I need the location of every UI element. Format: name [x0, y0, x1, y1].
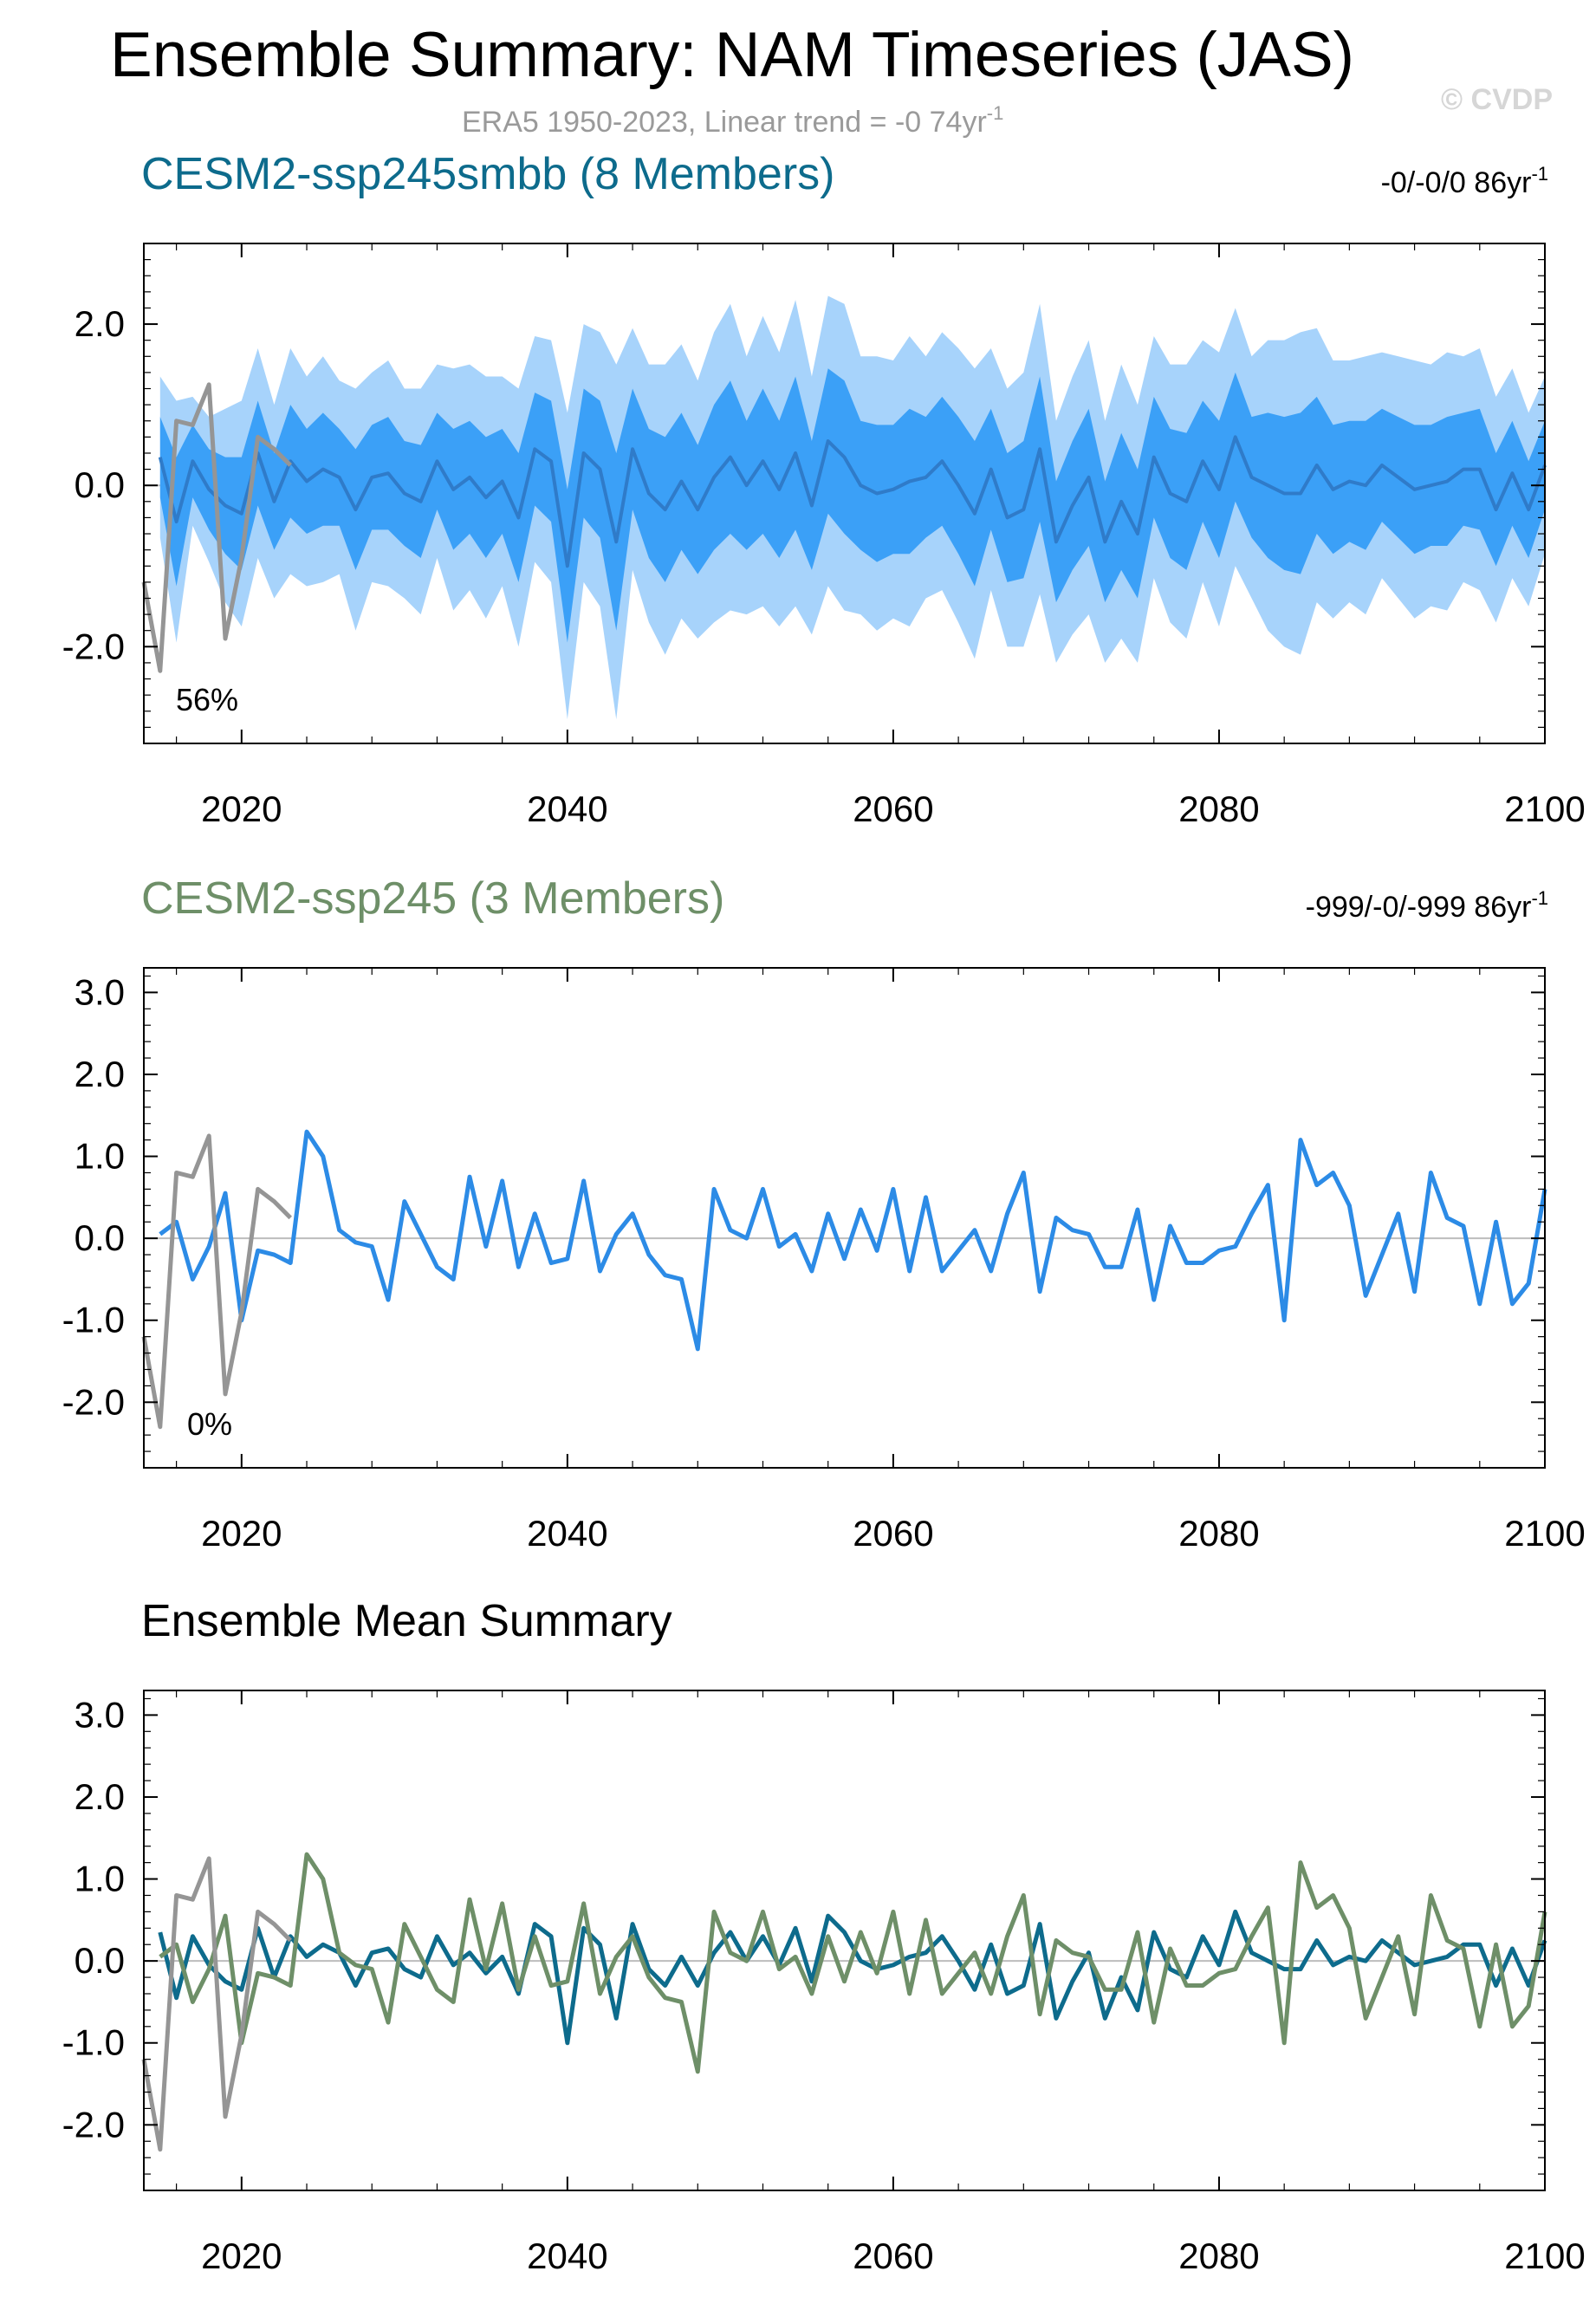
panel-3-x-axis: 2020 2040 2060 2080 2100	[176, 1690, 1586, 2276]
y-tick-label: -2.0	[62, 626, 125, 666]
subtitle-superscript: -1	[987, 102, 1004, 124]
x-tick-label: 2060	[853, 788, 933, 829]
panel-2-trend: -999/-0/-999 86yr-1	[1306, 887, 1548, 924]
panel-2-x-axis: 2020 2040 2060 2080 2100	[176, 968, 1586, 1554]
x-tick-label: 2020	[201, 2235, 282, 2276]
panel-1-trend-text: -0/-0/0 86yr	[1381, 166, 1532, 199]
x-tick-label: 2100	[1504, 2235, 1585, 2276]
y-tick-label: 3.0	[75, 971, 125, 1012]
observed-line	[141, 1133, 292, 1430]
panel-3-plot-area	[141, 1852, 1547, 2152]
panel-3-y-axis: 3.0 2.0 1.0 0.0 -1.0 -2.0	[62, 1694, 1545, 2175]
series-line-cesm2-ssp245smbb	[158, 1909, 1547, 2046]
x-tick-label: 2040	[527, 1513, 607, 1554]
y-tick-label: 2.0	[75, 1054, 125, 1094]
figure-title: Ensemble Summary: NAM Timeseries (JAS)	[110, 20, 1354, 90]
y-tick-label: 0.0	[75, 464, 125, 505]
series-line-cesm2-ssp245	[159, 1852, 1547, 2074]
panel-1-trend: -0/-0/0 86yr-1	[1381, 163, 1548, 199]
y-tick-label: -1.0	[62, 1300, 125, 1340]
x-tick-label: 2080	[1178, 2235, 1259, 2276]
ensemble-member-line	[159, 1129, 1547, 1352]
x-tick-label: 2080	[1178, 788, 1259, 829]
watermark: © CVDP	[1441, 83, 1553, 116]
x-tick-label: 2100	[1504, 788, 1585, 829]
figure-subtitle: ERA5 1950-2023, Linear trend = -0 74yr-1	[462, 102, 1003, 139]
y-tick-label: 0.0	[75, 1217, 125, 1258]
y-tick-label: 0.0	[75, 1940, 125, 1981]
y-tick-label: -2.0	[62, 2104, 125, 2145]
x-tick-label: 2060	[853, 1513, 933, 1554]
x-tick-label: 2100	[1504, 1513, 1585, 1554]
ensemble-iqr-band	[159, 368, 1545, 643]
x-tick-label: 2020	[201, 1513, 282, 1554]
panel-3: Ensemble Mean Summary 3.0 2.0 1.0 0.0 -1.0 -2…	[62, 1596, 1586, 2276]
panel-1-percent: 56%	[176, 682, 238, 717]
ensemble-mean-line	[158, 435, 1547, 568]
panel-2-trend-text: -999/-0/-999 86yr	[1306, 891, 1532, 924]
y-tick-label: 3.0	[75, 1694, 125, 1735]
panel-2-title: CESM2-ssp245 (3 Members)	[141, 873, 724, 924]
panel-3-title: Ensemble Mean Summary	[141, 1596, 672, 1646]
series-line-era5	[141, 1856, 292, 2152]
panel-3-frame	[143, 1690, 1546, 2191]
x-tick-label: 2020	[201, 788, 282, 829]
y-tick-label: 1.0	[75, 1136, 125, 1177]
panel-1-title: CESM2-ssp245smbb (8 Members)	[141, 149, 834, 199]
panel-1: CESM2-ssp245smbb (8 Members) -0/-0/0 86y…	[62, 149, 1586, 829]
panel-1-y-axis: 2.0 0.0 -2.0	[62, 259, 1545, 744]
y-tick-label: 2.0	[75, 303, 125, 344]
x-tick-label: 2040	[527, 788, 607, 829]
panel-2-y-axis: 3.0 2.0 1.0 0.0 -1.0 -2.0	[62, 971, 1545, 1452]
panel-2-percent: 0%	[187, 1406, 232, 1442]
y-tick-label: 2.0	[75, 1776, 125, 1817]
panel-2-frame	[143, 967, 1546, 1469]
panel-2: CESM2-ssp245 (3 Members) -999/-0/-999 86…	[62, 873, 1586, 1554]
y-tick-label: 1.0	[75, 1859, 125, 1899]
subtitle-text: ERA5 1950-2023, Linear trend = -0 74yr	[462, 106, 987, 139]
x-tick-label: 2040	[527, 2235, 607, 2276]
panel-1-plot-area	[141, 295, 1547, 720]
observed-line	[141, 382, 292, 673]
y-tick-label: -1.0	[62, 2022, 125, 2063]
panel-1-trend-superscript: -1	[1531, 163, 1548, 185]
panel-2-plot-area	[141, 1129, 1547, 1430]
x-tick-label: 2080	[1178, 1513, 1259, 1554]
x-tick-label: 2060	[853, 2235, 933, 2276]
panel-1-x-axis: 2020 2040 2060 2080 2100	[176, 243, 1586, 829]
panel-1-frame	[143, 243, 1546, 744]
y-tick-label: -2.0	[62, 1381, 125, 1422]
panel-2-trend-superscript: -1	[1531, 887, 1548, 909]
